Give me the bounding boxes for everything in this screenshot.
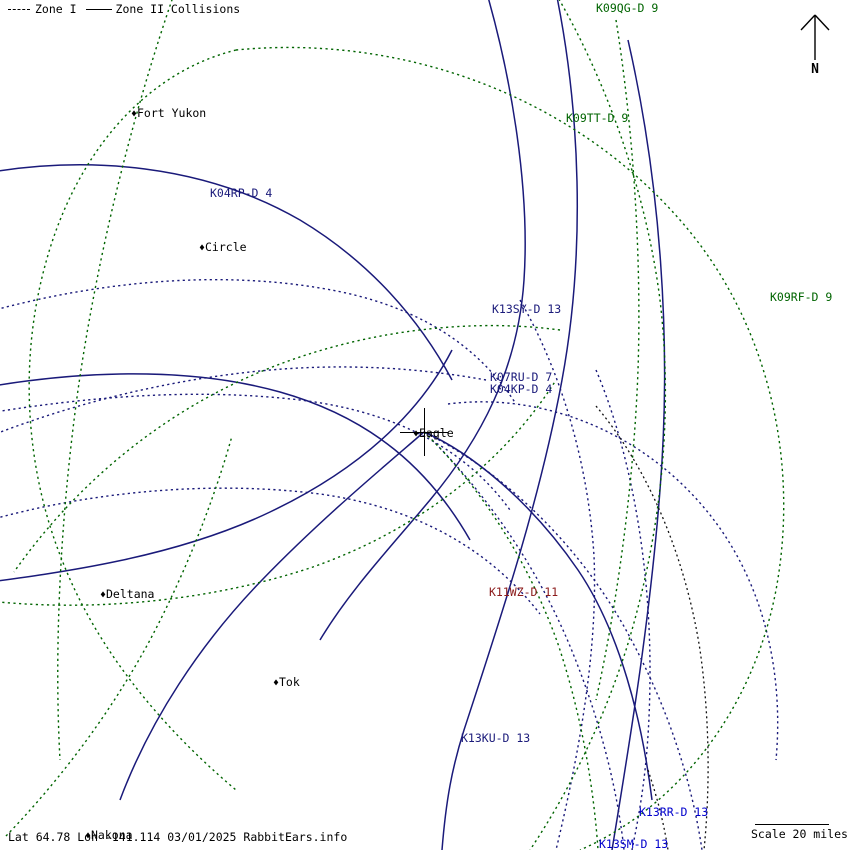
- solid-line-icon: [85, 8, 112, 10]
- zone-i-green-contours: [0, 0, 785, 850]
- contour-k13ku-zone2: [441, 0, 579, 850]
- contour-eagle-sw-zone2: [119, 431, 425, 801]
- contour-zone1-k13rr: [595, 369, 651, 850]
- city-label-circle: Circle: [199, 240, 247, 255]
- contour-zone1-circle-arc: [0, 278, 517, 405]
- city-label-tok: Tok: [273, 675, 300, 690]
- contour-zone1-right-arc-a: [447, 401, 779, 761]
- legend: Zone I Zone II Collisions: [8, 0, 240, 18]
- station-label-k11wz[interactable]: K11WZ-D 11: [489, 585, 559, 599]
- north-letter: N: [811, 62, 819, 77]
- contour-k09qg-zone1: [595, 19, 640, 701]
- contour-zone2-left-arc: [0, 373, 471, 541]
- status-line: Lat 64.78 Lon -141.114 03/01/2025 Rabbit…: [8, 830, 348, 844]
- contour-zone1-mid-arc: [0, 393, 511, 511]
- station-label-k13sy[interactable]: K13SY-D 13: [492, 302, 562, 316]
- scale-bar-label: Scale 20 miles: [751, 827, 848, 841]
- zone-i-black-contours: [595, 405, 709, 850]
- contour-k09rf-zone1-outer: [235, 46, 785, 850]
- station-label-k09qg[interactable]: K09QG-D 9: [596, 1, 659, 15]
- contour-zone1-center-right: [519, 299, 596, 850]
- city-name: Fort Yukon: [137, 106, 207, 120]
- city-name: Circle: [205, 240, 247, 254]
- contour-k09rf-zone1-outer-left: [28, 49, 237, 791]
- legend-zone-ii-label: Zone II Collisions: [115, 2, 241, 16]
- station-label-k04kp[interactable]: K04KP-D 4: [490, 382, 553, 396]
- legend-zone-i: Zone I: [8, 2, 77, 16]
- legend-zone-i-label: Zone I: [35, 2, 77, 16]
- station-label-k13rr[interactable]: K13RR-D 13: [639, 805, 709, 819]
- dashed-line-icon: [8, 8, 30, 10]
- city-name: Deltana: [106, 587, 155, 601]
- contour-k13sy-zone2: [319, 0, 526, 641]
- contour-zone2-deltana-arc: [0, 349, 453, 582]
- city-label-eagle: Eagle: [413, 426, 454, 441]
- scale-bar: Scale 20 miles: [751, 824, 848, 841]
- city-label-fort-yukon: Fort Yukon: [131, 106, 207, 121]
- crosshair-vertical: [424, 408, 425, 456]
- contour-green-lowerleft-arc: [0, 379, 557, 606]
- city-name: Eagle: [419, 426, 454, 440]
- contour-k09tt-zone1: [529, 0, 667, 850]
- station-label-k09rf[interactable]: K09RF-D 9: [770, 290, 833, 304]
- contour-zone1-eagle-s: [423, 431, 625, 850]
- contour-k04rp-zone2: [0, 164, 453, 381]
- city-label-deltana: Deltana: [100, 587, 155, 602]
- contour-black-right-dotted: [595, 405, 709, 850]
- contour-k13sm-zone2: [611, 39, 666, 850]
- zone-i-dotted-contours: [0, 278, 779, 850]
- north-arrow-icon: [800, 14, 830, 60]
- station-label-k13sm[interactable]: K13SM-D 13: [599, 837, 669, 851]
- contour-zone1-eagle-se: [423, 431, 703, 850]
- north-arrow: N: [786, 10, 844, 80]
- city-label-nakona: Nakona: [85, 828, 133, 843]
- city-name: Tok: [279, 675, 300, 689]
- scale-bar-line: [755, 824, 829, 825]
- city-name: Nakona: [91, 828, 133, 842]
- center-crosshair: [400, 408, 448, 456]
- station-label-k07ru[interactable]: K07RU-D 7: [490, 370, 553, 384]
- zone-ii-solid-contours: [0, 0, 666, 850]
- station-label-k04rp[interactable]: K04RP-D 4: [210, 186, 273, 200]
- contour-green-eagle-s: [423, 431, 599, 850]
- contour-green-left-descend: [57, 0, 173, 761]
- station-label-k13ku[interactable]: K13KU-D 13: [461, 731, 531, 745]
- station-label-k09tt[interactable]: K09TT-D 9: [566, 111, 629, 125]
- legend-zone-ii: Zone II Collisions: [77, 2, 241, 16]
